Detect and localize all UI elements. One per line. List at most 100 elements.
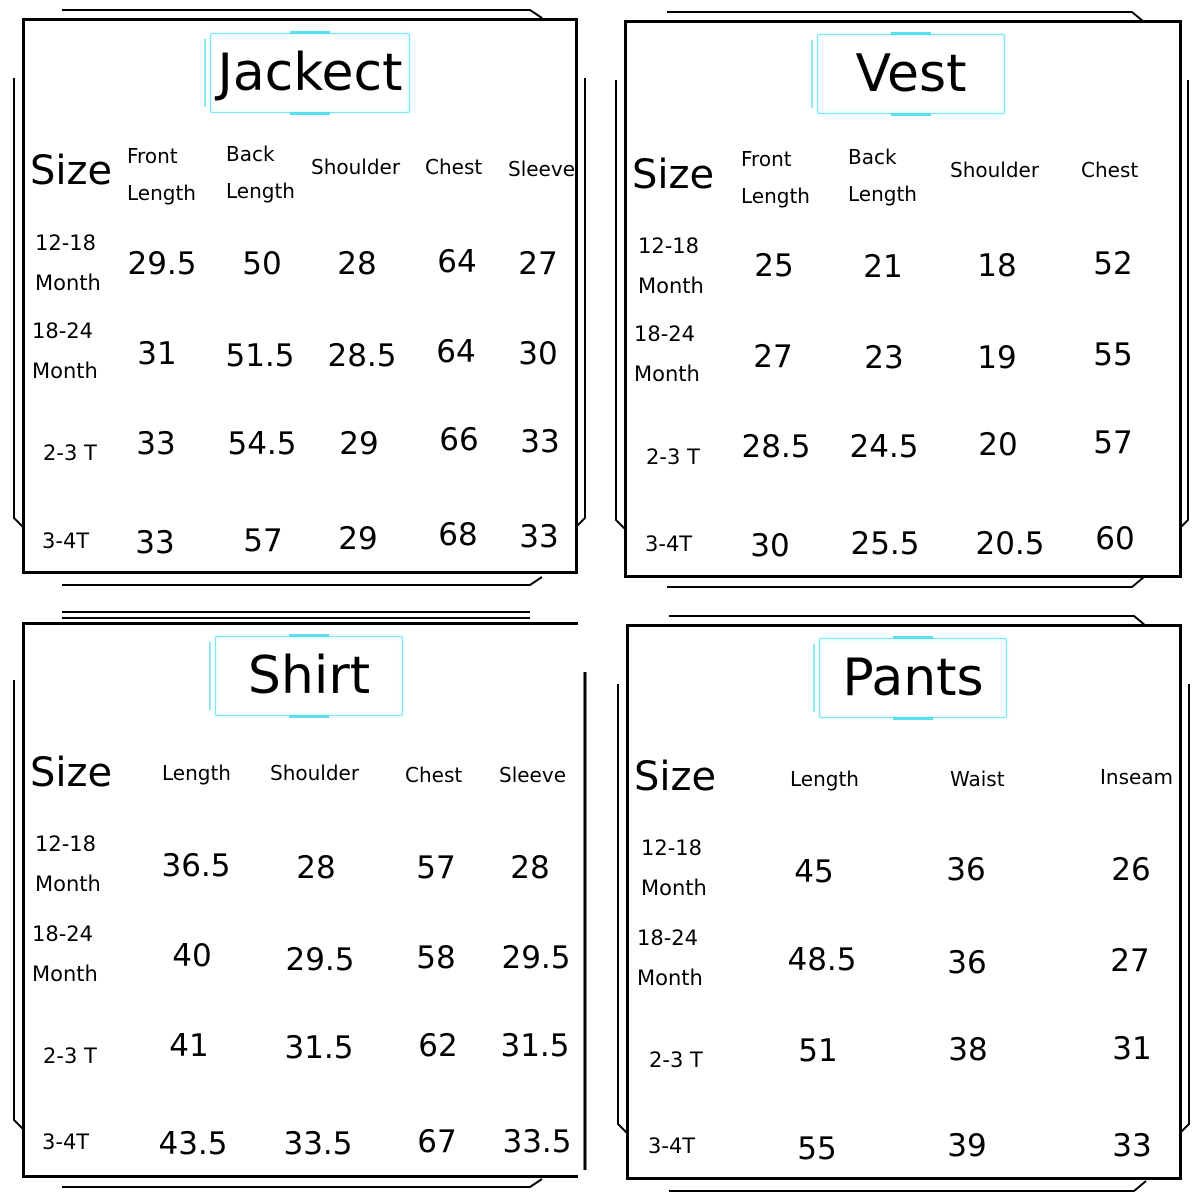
jacket-col-chest: Chest <box>425 155 483 179</box>
jacket-cell: 29 <box>339 426 379 462</box>
jacket-cell: 68 <box>438 517 478 553</box>
shirt-panel: Shirt Size Length Shoulder Chest Sleeve … <box>10 610 587 1188</box>
shirt-cell: 29.5 <box>285 942 355 978</box>
shirt-row-12-18: 12-18 Month <box>35 832 101 896</box>
jacket-cell: 54.5 <box>227 426 297 462</box>
pants-cell: 48.5 <box>787 942 857 978</box>
shirt-title: Shirt <box>247 646 371 706</box>
jacket-cell: 66 <box>439 422 479 458</box>
jacket-panel: Jackect Size Front Length Back Length Sh… <box>10 8 586 586</box>
pants-row-3-4t: 3-4T <box>648 1134 696 1158</box>
pants-cell: 26 <box>1111 852 1151 888</box>
vest-cell: 60 <box>1095 521 1135 557</box>
shirt-cell: 57 <box>416 850 456 886</box>
jacket-cell: 28.5 <box>327 338 397 374</box>
jacket-cell: 29 <box>338 521 378 557</box>
pants-title: Pants <box>842 648 984 708</box>
jacket-title-box: Jackect <box>204 31 410 115</box>
shirt-cell: 31.5 <box>284 1030 354 1066</box>
pants-cell: 36 <box>946 852 986 888</box>
vest-cell: 25 <box>754 248 794 284</box>
shirt-size-header: Size <box>30 750 113 796</box>
pants-col-inseam: Inseam <box>1100 765 1174 789</box>
jacket-cell: 64 <box>436 334 476 370</box>
vest-cell: 23 <box>864 340 904 376</box>
pants-row-2-3t: 2-3 T <box>649 1048 703 1072</box>
vest-row-12-18: 12-18 Month <box>638 234 704 298</box>
jacket-row-3-4t: 3-4T <box>42 529 90 553</box>
shirt-cell: 62 <box>418 1028 458 1064</box>
vest-row-3-4t: 3-4T <box>645 532 693 556</box>
vest-title: Vest <box>855 44 967 104</box>
pants-cell: 33 <box>1112 1128 1152 1164</box>
jacket-col-front-length: Front Length <box>127 144 196 205</box>
jacket-cell: 33 <box>519 519 559 555</box>
vest-title-box: Vest <box>811 32 1005 116</box>
jacket-cell: 30 <box>518 336 558 372</box>
jacket-cell: 64 <box>437 244 477 280</box>
shirt-col-chest: Chest <box>405 763 463 787</box>
shirt-col-shoulder: Shoulder <box>270 761 360 785</box>
pants-cell: 36 <box>947 945 987 981</box>
pants-row-12-18: 12-18 Month <box>641 836 707 900</box>
jacket-cell: 33 <box>135 525 175 561</box>
jacket-size-header: Size <box>30 148 113 194</box>
panel-decoration <box>617 615 1190 1192</box>
jacket-col-shoulder: Shoulder <box>311 155 401 179</box>
shirt-cell: 36.5 <box>161 848 231 884</box>
pants-cell: 27 <box>1110 943 1150 979</box>
vest-row-18-24: 18-24 Month <box>634 322 700 386</box>
vest-cell: 57 <box>1093 425 1133 461</box>
jacket-cell: 50 <box>242 246 282 282</box>
shirt-cell: 67 <box>417 1124 457 1160</box>
shirt-cell: 31.5 <box>500 1028 570 1064</box>
vest-cell: 25.5 <box>850 526 920 562</box>
vest-cell: 55 <box>1093 337 1133 373</box>
vest-cell: 52 <box>1093 246 1133 282</box>
jacket-title: Jackect <box>217 43 403 103</box>
pants-cell: 31 <box>1112 1031 1152 1067</box>
pants-frame <box>626 624 1182 1180</box>
vest-cell: 24.5 <box>849 429 919 465</box>
jacket-cell: 57 <box>243 523 283 559</box>
jacket-row-2-3t: 2-3 T <box>43 441 97 465</box>
vest-cell: 27 <box>753 339 793 375</box>
jacket-cell: 27 <box>518 246 558 282</box>
shirt-cell: 58 <box>416 940 456 976</box>
vest-cell: 21 <box>863 249 903 285</box>
jacket-cell: 33 <box>136 426 176 462</box>
panel-decoration <box>13 611 587 1188</box>
shirt-cell: 28 <box>296 850 336 886</box>
jacket-frame <box>22 18 578 574</box>
shirt-cell: 41 <box>169 1028 209 1064</box>
shirt-cell: 40 <box>172 938 212 974</box>
shirt-cell: 29.5 <box>501 940 571 976</box>
shirt-row-18-24: 18-24 Month <box>32 922 98 986</box>
pants-col-waist: Waist <box>950 767 1005 791</box>
jacket-cell: 29.5 <box>127 246 197 282</box>
jacket-cell: 51.5 <box>225 338 295 374</box>
vest-col-shoulder: Shoulder <box>950 158 1040 182</box>
pants-title-box: Pants <box>813 636 1007 720</box>
pants-cell: 45 <box>794 854 834 890</box>
pants-row-18-24: 18-24 Month <box>637 926 703 990</box>
shirt-cell: 33.5 <box>283 1126 353 1162</box>
shirt-cell: 33.5 <box>502 1124 572 1160</box>
vest-col-front-length: Front Length <box>741 147 810 208</box>
pants-cell: 51 <box>798 1033 838 1069</box>
jacket-col-sleeve: Sleeve <box>508 157 576 181</box>
shirt-col-length: Length <box>162 761 231 785</box>
vest-panel: Vest Size Front Length Back Length Shoul… <box>612 10 1189 588</box>
jacket-row-18-24: 18-24 Month <box>32 319 98 383</box>
pants-col-length: Length <box>790 767 859 791</box>
pants-size-header: Size <box>634 754 717 800</box>
vest-col-back-length: Back Length <box>848 145 917 206</box>
vest-cell: 30 <box>750 528 790 564</box>
jacket-row-12-18: 12-18 Month <box>35 231 101 295</box>
pants-cell: 39 <box>947 1128 987 1164</box>
shirt-col-sleeve: Sleeve <box>499 763 567 787</box>
vest-cell: 28.5 <box>741 429 811 465</box>
jacket-cell: 28 <box>337 246 377 282</box>
pants-cell: 55 <box>797 1131 837 1167</box>
pants-panel: Pants Size Length Waist Inseam 12-18 Mon… <box>614 614 1190 1192</box>
